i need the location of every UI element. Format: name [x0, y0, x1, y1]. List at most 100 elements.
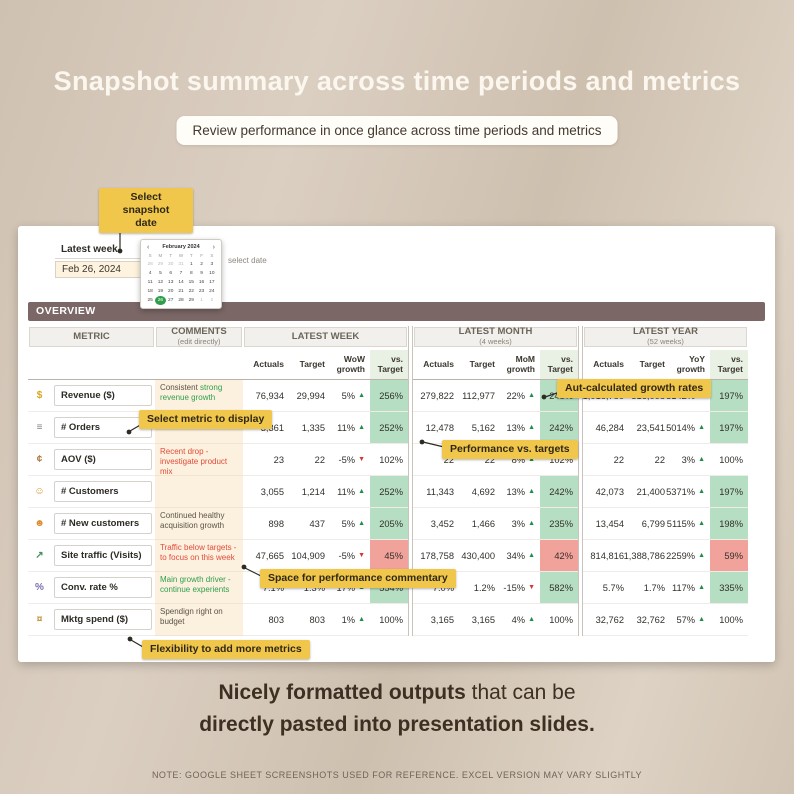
- metric-cell[interactable]: Mktg spend ($): [51, 604, 155, 636]
- value-cell[interactable]: 21,400: [629, 476, 670, 508]
- vs-target-cell[interactable]: 198%: [710, 508, 748, 540]
- value-cell[interactable]: 1.2%: [459, 572, 500, 604]
- value-cell[interactable]: 1,466: [459, 508, 500, 540]
- value-cell[interactable]: 3,452: [413, 508, 459, 540]
- value-cell[interactable]: 112,977: [459, 380, 500, 412]
- growth-cell[interactable]: 8% ▲: [500, 444, 540, 476]
- value-cell[interactable]: 104,909: [289, 540, 330, 572]
- growth-cell[interactable]: 22% ▲: [500, 380, 540, 412]
- vs-target-cell[interactable]: 100%: [540, 604, 578, 636]
- growth-cell[interactable]: 5% ▲: [330, 508, 370, 540]
- value-cell[interactable]: 3,165: [459, 604, 500, 636]
- calendar-day[interactable]: 15: [188, 280, 194, 285]
- vs-target-cell[interactable]: 252%: [370, 412, 408, 444]
- calendar-next-icon[interactable]: ›: [212, 244, 215, 251]
- metric-cell[interactable]: Site traffic (Visits): [51, 540, 155, 572]
- comment-cell[interactable]: Main growth driver - continue experients: [155, 572, 243, 604]
- calendar-day[interactable]: 1: [189, 262, 193, 267]
- calendar-day[interactable]: 2: [210, 298, 214, 303]
- growth-cell[interactable]: 11% ▲: [330, 476, 370, 508]
- vs-target-cell[interactable]: 197%: [710, 380, 748, 412]
- calendar-day[interactable]: 9: [200, 271, 203, 276]
- calendar-day[interactable]: 8: [189, 271, 193, 276]
- growth-cell[interactable]: -15% ▼: [500, 572, 540, 604]
- calendar-prev-icon[interactable]: ‹: [147, 244, 150, 251]
- value-cell[interactable]: 22: [459, 444, 500, 476]
- vs-target-cell[interactable]: 100%: [710, 604, 748, 636]
- growth-cell[interactable]: 117% ▲: [670, 572, 710, 604]
- calendar-day[interactable]: 28: [178, 298, 184, 303]
- value-cell[interactable]: 3,165: [413, 604, 459, 636]
- value-cell[interactable]: 1,388,786: [624, 540, 670, 572]
- growth-cell[interactable]: -5% ▼: [330, 540, 370, 572]
- vs-target-cell[interactable]: 100%: [370, 604, 408, 636]
- value-cell[interactable]: 178,758: [413, 540, 459, 572]
- metric-cell[interactable]: Conv. rate %: [51, 572, 155, 604]
- growth-cell[interactable]: 5371% ▲: [666, 476, 710, 508]
- value-cell[interactable]: 1,335: [289, 412, 330, 444]
- vs-target-cell[interactable]: 242%: [540, 476, 578, 508]
- calendar-day[interactable]: 7: [179, 271, 183, 276]
- value-cell[interactable]: 803: [243, 604, 289, 636]
- metric-cell[interactable]: # Customers: [51, 476, 155, 508]
- value-cell[interactable]: 4,692: [459, 476, 500, 508]
- value-cell[interactable]: 22: [583, 444, 629, 476]
- growth-cell[interactable]: 3% ▲: [670, 444, 710, 476]
- vs-target-cell[interactable]: 102%: [540, 444, 578, 476]
- growth-cell[interactable]: 4% ▲: [500, 604, 540, 636]
- calendar-day[interactable]: 2: [200, 262, 203, 267]
- calendar-day[interactable]: 31: [178, 262, 184, 267]
- calendar-day[interactable]: 13: [168, 280, 174, 285]
- value-cell[interactable]: 32,762: [629, 604, 670, 636]
- calendar-day[interactable]: 23: [198, 289, 205, 294]
- vs-target-cell[interactable]: 42%: [540, 540, 578, 572]
- calendar-day[interactable]: 27: [168, 298, 174, 303]
- vs-target-cell[interactable]: 100%: [710, 444, 748, 476]
- value-cell[interactable]: 6,799: [629, 508, 670, 540]
- calendar-day[interactable]: 14: [178, 280, 184, 285]
- calendar-day[interactable]: 24: [209, 289, 215, 294]
- growth-cell[interactable]: 11% ▲: [330, 412, 370, 444]
- vs-target-cell[interactable]: 205%: [370, 508, 408, 540]
- vs-target-cell[interactable]: 582%: [540, 572, 578, 604]
- calendar-day[interactable]: 25: [147, 298, 153, 303]
- vs-target-cell[interactable]: 235%: [540, 508, 578, 540]
- growth-cell[interactable]: 2259% ▲: [666, 540, 710, 572]
- value-cell[interactable]: 437: [289, 508, 330, 540]
- calendar-day[interactable]: 3: [210, 262, 214, 267]
- vs-target-cell[interactable]: 252%: [370, 476, 408, 508]
- value-cell[interactable]: 3,361: [243, 412, 289, 444]
- value-cell[interactable]: 1,214: [289, 476, 330, 508]
- growth-cell[interactable]: -5% ▼: [330, 444, 370, 476]
- metric-cell[interactable]: AOV ($): [51, 444, 155, 476]
- growth-cell[interactable]: 5115% ▲: [667, 508, 710, 540]
- value-cell[interactable]: 23,541: [629, 412, 670, 444]
- value-cell[interactable]: 279,822: [413, 380, 459, 412]
- calendar-day[interactable]: 21: [178, 289, 184, 294]
- comment-cell[interactable]: [155, 476, 243, 508]
- comment-cell[interactable]: Recent drop - investigate product mix: [155, 444, 243, 476]
- growth-cell[interactable]: 34% ▲: [500, 540, 540, 572]
- vs-target-cell[interactable]: 45%: [370, 540, 408, 572]
- metric-cell[interactable]: # New customers: [51, 508, 155, 540]
- value-cell[interactable]: 898: [243, 508, 289, 540]
- vs-target-cell[interactable]: 197%: [710, 476, 748, 508]
- calendar-day[interactable]: 22: [188, 289, 194, 294]
- vs-target-cell[interactable]: 102%: [370, 444, 408, 476]
- calendar-day[interactable]: 29: [157, 262, 164, 267]
- value-cell[interactable]: 22: [289, 444, 330, 476]
- calendar-day[interactable]: 1: [200, 298, 203, 303]
- value-cell[interactable]: 22: [413, 444, 459, 476]
- calendar-day[interactable]: 16: [198, 280, 205, 285]
- growth-cell[interactable]: 57% ▲: [670, 604, 710, 636]
- value-cell[interactable]: 42,073: [583, 476, 629, 508]
- calendar-day[interactable]: 6: [169, 271, 173, 276]
- calendar-day[interactable]: 4: [148, 271, 152, 276]
- value-cell[interactable]: 3,055: [243, 476, 289, 508]
- comment-cell[interactable]: Spendign right on budget: [155, 604, 243, 636]
- value-cell[interactable]: 32,762: [583, 604, 629, 636]
- growth-cell[interactable]: 1% ▲: [330, 604, 370, 636]
- calendar-selected-day[interactable]: 26: [155, 296, 166, 305]
- value-cell[interactable]: 23: [243, 444, 289, 476]
